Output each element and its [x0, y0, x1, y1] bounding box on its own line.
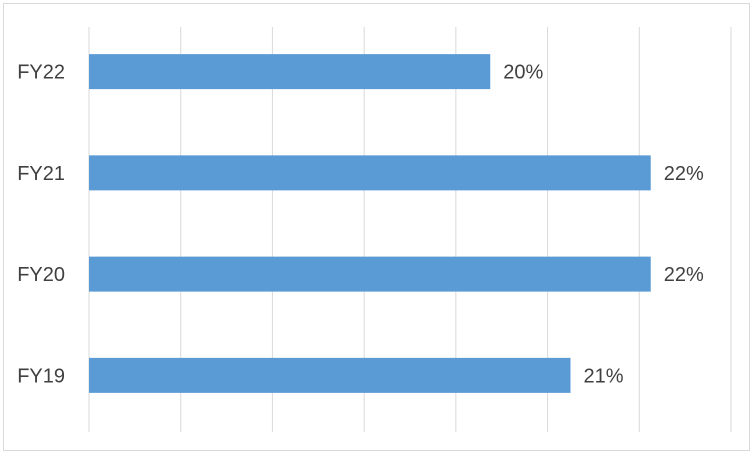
category-label: FY22 [17, 62, 65, 84]
bar-fy20 [89, 256, 651, 292]
category-label: FY21 [17, 163, 65, 185]
category-label: FY19 [17, 365, 65, 387]
data-label: 22% [664, 264, 704, 286]
labels: FY22 20% FY21 22% FY20 22% FY19 21% [17, 62, 704, 388]
bar-fy21 [89, 155, 651, 191]
bars [89, 54, 651, 393]
data-label: 20% [503, 62, 543, 84]
bar-fy19 [89, 357, 571, 393]
bar-fy22 [89, 54, 491, 90]
category-label: FY20 [17, 264, 65, 286]
data-label: 22% [664, 163, 704, 185]
data-label: 21% [584, 365, 624, 387]
